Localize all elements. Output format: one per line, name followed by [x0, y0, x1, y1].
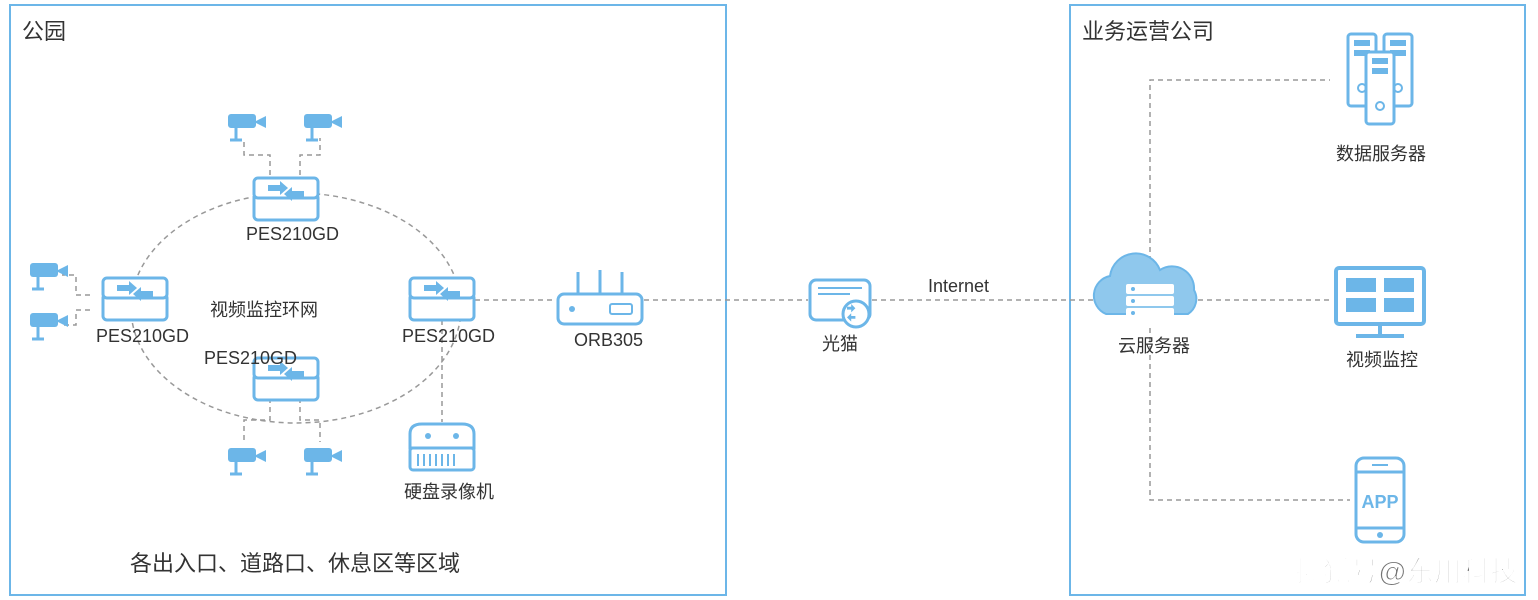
ring-label: 视频监控环网: [210, 296, 318, 322]
cam-left-1-icon: [30, 263, 68, 289]
modem-icon: [810, 280, 870, 327]
cloud-label: 云服务器: [1118, 332, 1190, 358]
park-title: 公园: [22, 14, 66, 46]
router-icon: [558, 270, 642, 324]
monitor-icon: [1336, 268, 1424, 336]
internet-label: Internet: [928, 276, 989, 297]
watermark: 搜狐号@东用科技: [1295, 550, 1518, 590]
switch-top-label: PES210GD: [246, 224, 339, 245]
dvr-label: 硬盘录像机: [404, 478, 494, 504]
monitor-label: 视频监控: [1346, 346, 1418, 372]
servers-icon: [1348, 34, 1412, 124]
cam-top-1-icon: [228, 114, 266, 140]
switch-right-label: PES210GD: [402, 326, 495, 347]
dvr-icon: [410, 424, 474, 470]
company-title: 业务运营公司: [1082, 14, 1214, 46]
bottom-caption: 各出入口、道路口、休息区等区域: [130, 546, 460, 578]
cam-top-2-icon: [304, 114, 342, 140]
switch-bottom-label: PES210GD: [204, 348, 297, 369]
switch-top-icon: [254, 178, 318, 220]
diagram-container: { "canvas": { "width": 1538, "height": 6…: [0, 0, 1538, 600]
router-label: ORB305: [574, 330, 643, 351]
servers-label: 数据服务器: [1336, 140, 1426, 166]
phone-icon: [1356, 458, 1404, 542]
cam-bot-1-icon: [228, 448, 266, 474]
switch-right-icon: [410, 278, 474, 320]
switch-left-label: PES210GD: [96, 326, 189, 347]
cam-bot-2-icon: [304, 448, 342, 474]
cam-left-2-icon: [30, 313, 68, 339]
cloud-icon: [1094, 253, 1196, 318]
modem-label: 光猫: [822, 330, 858, 356]
switch-left-icon: [103, 278, 167, 320]
